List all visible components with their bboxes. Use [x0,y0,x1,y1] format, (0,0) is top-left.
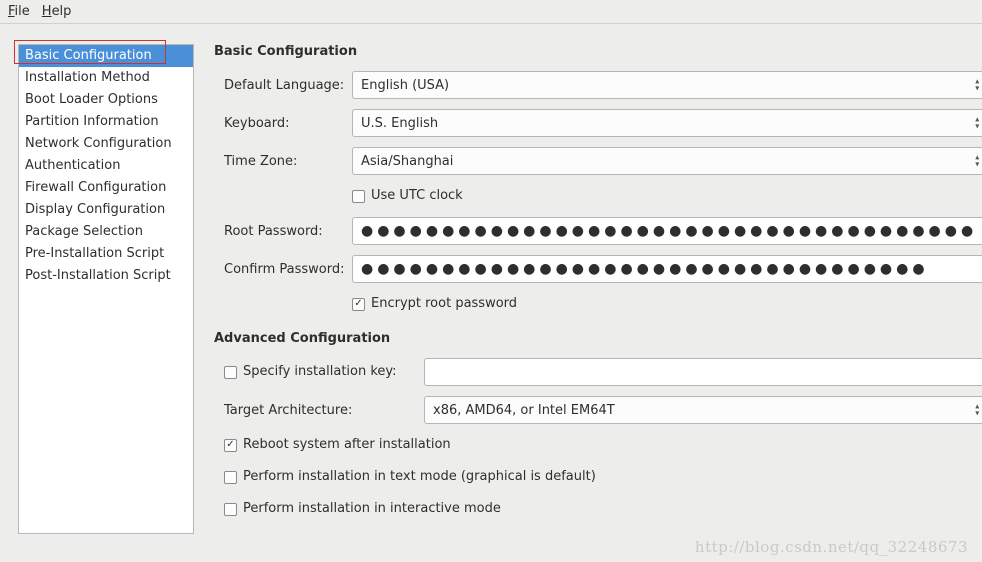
reboot-checkbox[interactable] [224,439,237,452]
encrypt-checkbox-row[interactable]: Encrypt root password [352,293,517,315]
reboot-label: Reboot system after installation [243,434,451,456]
language-label: Default Language: [214,78,352,93]
root-password-input[interactable]: ●●●●●●●●●●●●●●●●●●●●●●●●●●●●●●●●●●●●●● [352,217,982,245]
timezone-select[interactable]: Asia/Shanghai ▴▾ [352,147,982,175]
main-panel: Basic Configuration Default Language: En… [214,44,982,534]
sidebar-item-4[interactable]: Network Configuration [19,133,193,155]
timezone-label: Time Zone: [214,154,352,169]
content-area: Basic ConfigurationInstallation MethodBo… [0,24,982,544]
sidebar-item-3[interactable]: Partition Information [19,111,193,133]
sidebar-item-7[interactable]: Display Configuration [19,199,193,221]
architecture-label: Target Architecture: [224,403,416,418]
spinner-icon: ▴▾ [975,117,979,130]
basic-config-title: Basic Configuration [214,44,982,59]
textmode-checkbox[interactable] [224,471,237,484]
menu-help[interactable]: Help [42,4,72,19]
sidebar-item-2[interactable]: Boot Loader Options [19,89,193,111]
encrypt-label: Encrypt root password [371,293,517,315]
watermark-text: http://blog.csdn.net/qq_32248673 [695,538,968,556]
sidebar-item-5[interactable]: Authentication [19,155,193,177]
install-key-input[interactable] [424,358,982,386]
root-password-label: Root Password: [214,224,352,239]
reboot-checkbox-row[interactable]: Reboot system after installation [224,434,451,456]
sidebar-item-6[interactable]: Firewall Configuration [19,177,193,199]
keyboard-select[interactable]: U.S. English ▴▾ [352,109,982,137]
sidebar-item-8[interactable]: Package Selection [19,221,193,243]
encrypt-checkbox[interactable] [352,298,365,311]
sidebar-item-9[interactable]: Pre-Installation Script [19,243,193,265]
spinner-icon: ▴▾ [975,155,979,168]
menu-file[interactable]: File [8,4,30,19]
spinner-icon: ▴▾ [975,404,979,417]
sidebar-item-1[interactable]: Installation Method [19,67,193,89]
use-utc-label: Use UTC clock [371,185,463,207]
interactive-checkbox-row[interactable]: Perform installation in interactive mode [224,498,501,520]
menubar: File Help [0,0,982,23]
advanced-config-title: Advanced Configuration [214,331,982,346]
sidebar: Basic ConfigurationInstallation MethodBo… [18,44,194,534]
language-select[interactable]: English (USA) ▴▾ [352,71,982,99]
language-value: English (USA) [361,78,449,93]
install-key-label: Specify installation key: [243,361,397,383]
timezone-value: Asia/Shanghai [361,154,453,169]
textmode-checkbox-row[interactable]: Perform installation in text mode (graph… [224,466,596,488]
architecture-value: x86, AMD64, or Intel EM64T [433,403,615,418]
keyboard-label: Keyboard: [214,116,352,131]
sidebar-item-10[interactable]: Post-Installation Script [19,265,193,287]
use-utc-checkbox[interactable] [352,190,365,203]
textmode-label: Perform installation in text mode (graph… [243,466,596,488]
confirm-password-input[interactable]: ●●●●●●●●●●●●●●●●●●●●●●●●●●●●●●●●●●● [352,255,982,283]
use-utc-checkbox-row[interactable]: Use UTC clock [352,185,463,207]
sidebar-item-0[interactable]: Basic Configuration [19,45,193,67]
install-key-checkbox-row[interactable]: Specify installation key: [224,361,416,383]
install-key-checkbox[interactable] [224,366,237,379]
keyboard-value: U.S. English [361,116,438,131]
confirm-password-label: Confirm Password: [214,262,352,277]
interactive-checkbox[interactable] [224,503,237,516]
spinner-icon: ▴▾ [975,79,979,92]
interactive-label: Perform installation in interactive mode [243,498,501,520]
architecture-select[interactable]: x86, AMD64, or Intel EM64T ▴▾ [424,396,982,424]
